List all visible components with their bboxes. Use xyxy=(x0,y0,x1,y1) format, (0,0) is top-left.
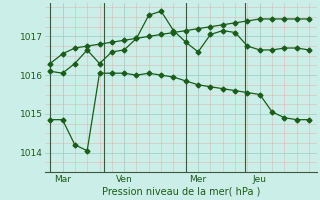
X-axis label: Pression niveau de la mer( hPa ): Pression niveau de la mer( hPa ) xyxy=(102,187,260,197)
